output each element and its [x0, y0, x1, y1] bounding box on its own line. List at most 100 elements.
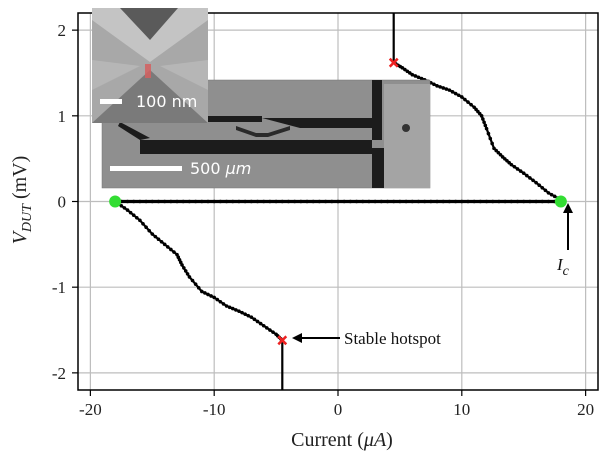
data-point	[528, 199, 532, 204]
data-point	[122, 206, 127, 210]
data-point	[227, 305, 232, 310]
data-point	[125, 199, 130, 204]
data-point	[156, 199, 161, 204]
data-point	[466, 199, 470, 204]
data-point	[490, 199, 495, 204]
data-point	[181, 199, 186, 204]
data-point	[135, 215, 139, 220]
data-point	[486, 131, 491, 136]
data-point	[144, 199, 148, 204]
data-point	[391, 199, 396, 204]
data-point	[429, 199, 433, 204]
data-point	[472, 199, 476, 204]
data-point	[537, 183, 541, 188]
data-point	[280, 199, 285, 204]
data-point	[190, 278, 195, 283]
data-point	[153, 234, 158, 239]
data-point	[348, 199, 353, 204]
data-point	[206, 292, 210, 297]
data-point	[317, 199, 322, 204]
data-point	[450, 90, 455, 94]
data-point	[540, 199, 545, 204]
data-point	[286, 199, 291, 204]
data-point	[482, 120, 486, 125]
data-point	[546, 199, 551, 204]
data-point	[534, 180, 538, 185]
data-point	[212, 295, 216, 300]
data-point	[255, 199, 260, 204]
data-point	[261, 323, 266, 328]
data-point	[221, 302, 226, 306]
data-point	[469, 102, 473, 107]
ic-label: Ic	[556, 255, 570, 279]
data-point	[200, 199, 204, 204]
data-point	[246, 313, 251, 318]
data-point	[531, 178, 535, 183]
data-point	[515, 199, 520, 204]
data-point	[292, 199, 297, 204]
data-point	[447, 199, 452, 204]
x-tick-label: 20	[577, 400, 594, 419]
data-point	[483, 123, 488, 128]
data-point	[484, 199, 489, 204]
x-tick-labels: -20 -10 0 10 20	[79, 400, 594, 419]
data-point	[435, 84, 439, 88]
data-point	[224, 304, 229, 308]
data-point	[360, 199, 365, 204]
x-tick-label: -20	[79, 400, 102, 419]
data-point	[237, 309, 241, 313]
data-point	[125, 208, 130, 212]
data-point	[271, 330, 275, 334]
data-point	[215, 297, 220, 302]
data-point	[503, 199, 507, 204]
data-point	[172, 250, 176, 254]
data-point	[497, 199, 501, 204]
x-axis-title: Current (μA)	[291, 429, 393, 451]
y-tick-labels: -2 -1 0 1 2	[52, 21, 66, 383]
data-point	[144, 225, 148, 230]
data-point	[240, 310, 244, 315]
data-point	[444, 87, 449, 91]
data-point	[274, 199, 278, 204]
data-point	[230, 199, 235, 204]
data-point	[441, 86, 446, 90]
data-point	[410, 199, 415, 204]
y-tick-label: -1	[52, 278, 66, 297]
data-point	[373, 199, 377, 204]
data-point	[419, 76, 424, 81]
data-point	[180, 263, 184, 267]
data-point	[422, 199, 427, 204]
data-point	[187, 199, 192, 204]
y-tick-label: 2	[58, 21, 67, 40]
data-point	[182, 266, 186, 270]
data-point	[521, 199, 526, 204]
data-point	[515, 167, 520, 171]
axis-ticks	[72, 29, 587, 396]
data-point	[193, 282, 198, 286]
data-point	[311, 199, 316, 204]
x-tick-label: 10	[453, 400, 470, 419]
data-point	[165, 245, 170, 249]
data-point	[268, 199, 272, 204]
data-point	[196, 286, 201, 290]
data-point	[193, 199, 198, 204]
data-point	[147, 228, 151, 233]
data-point	[528, 176, 532, 180]
data-point	[543, 188, 548, 193]
data-point	[521, 171, 526, 176]
data-point	[119, 203, 124, 208]
data-point	[249, 315, 254, 319]
data-point	[209, 294, 213, 298]
data-point	[268, 328, 272, 332]
data-point	[478, 199, 483, 204]
data-point	[237, 199, 241, 204]
data-point	[299, 199, 303, 204]
data-point	[534, 199, 538, 204]
data-point	[159, 239, 164, 244]
data-point	[243, 199, 247, 204]
data-point	[410, 72, 415, 77]
data-point	[206, 199, 210, 204]
data-point	[169, 199, 173, 204]
data-point	[141, 221, 145, 226]
